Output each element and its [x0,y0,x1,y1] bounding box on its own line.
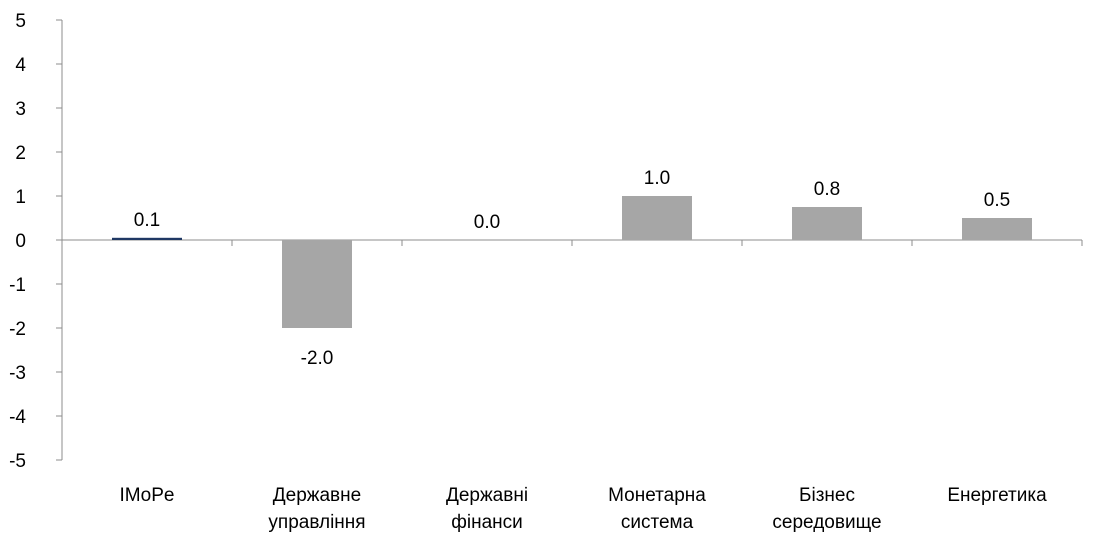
x-tick-label: Монетарна система [608,485,706,533]
x-tick-label-line: Державні [446,485,528,506]
x-tick-label-line: фінанси [451,512,523,533]
y-tick-label: -5 [9,451,26,472]
chart-bars [112,196,1032,328]
data-label: -2.0 [301,348,334,369]
y-tick-label: -4 [9,407,26,428]
y-tick-label: 1 [15,187,26,208]
chart-data-labels: 0.1 -2.0 0.0 1.0 0.8 0.5 [134,168,1010,369]
y-tick-label: 0 [15,231,26,252]
x-tick-label-line: система [621,512,694,533]
x-tick-label: Енергетика [947,485,1047,506]
x-tick-label: Бізнес середовище [772,485,881,533]
data-label: 0.8 [814,179,840,200]
bar [622,196,692,240]
bar [962,218,1032,240]
y-tick-label: -1 [9,275,26,296]
x-tick-label-line: Енергетика [947,485,1047,506]
data-label: 0.5 [984,190,1010,211]
data-label: 0.1 [134,210,160,231]
y-tick-label: -2 [9,319,26,340]
x-tick-label-line: Державне [273,485,361,506]
bar [112,237,182,240]
data-label: 1.0 [644,168,670,189]
x-tick-label-line: управління [268,512,365,533]
chart-axes [56,19,1083,461]
y-tick-label: 3 [15,99,26,120]
x-tick-label-line: Монетарна [608,485,706,506]
bar [792,207,862,240]
y-tick-label: 4 [15,55,26,76]
x-axis-tick-labels: IMoPe Державне управління Державні фінанси Мо… [120,485,1048,533]
y-tick-label: -3 [9,363,26,384]
data-label: 0.0 [474,212,500,233]
x-tick-label-line: Бізнес [799,485,855,506]
bar [282,240,352,328]
x-tick-label: IMoPe [120,485,175,506]
y-axis-tick-labels: 5 4 3 2 1 0 -1 -2 -3 -4 -5 [9,11,26,472]
x-tick-label-line: середовище [772,512,881,533]
x-tick-label-line: IMoPe [120,485,175,506]
x-tick-label: Державне управління [268,485,365,533]
x-tick-label: Державні фінанси [446,485,528,533]
y-tick-label: 2 [15,143,26,164]
y-tick-label: 5 [15,11,26,32]
